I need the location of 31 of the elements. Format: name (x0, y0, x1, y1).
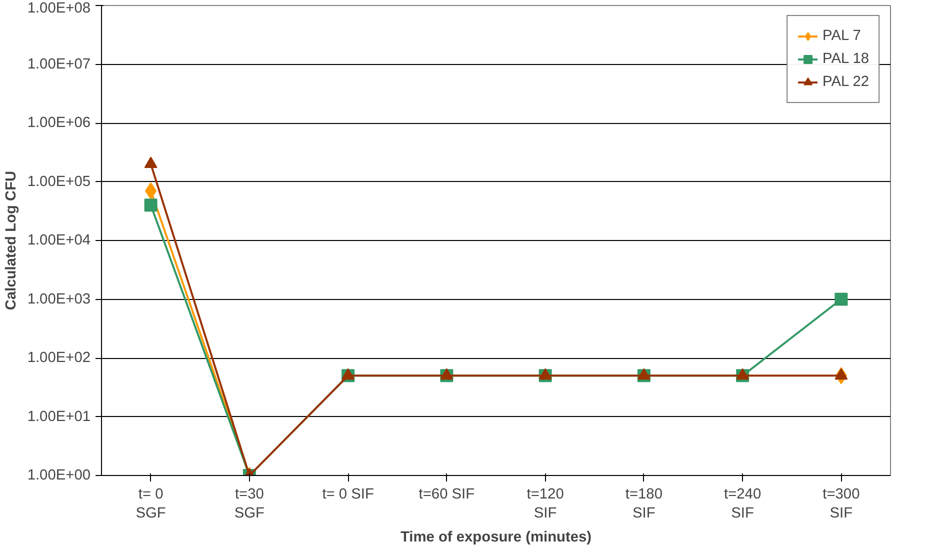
y-tick-label: 1.00E+00 (27, 468, 91, 484)
point (144, 182, 157, 200)
point (834, 368, 848, 380)
y-tick-label: 1.00E+03 (27, 291, 91, 308)
x-tick-label: t=180 SIF (625, 486, 662, 522)
legend-label: PAL 7 (822, 28, 861, 44)
y-tick-label: 1.00E+04 (27, 232, 91, 248)
y-tick-label: 1.00E+02 (27, 350, 91, 366)
y-axis-title: Calculated Log CFU (3, 170, 20, 310)
y-tick-label: 1.00E+06 (27, 115, 91, 131)
point (440, 368, 454, 380)
point (144, 198, 158, 212)
legend-label: PAL 22 (822, 74, 869, 90)
y-tick-label: 1.00E+01 (27, 408, 91, 425)
x-tick-label: t=60 SIF (418, 486, 475, 502)
point (538, 368, 552, 380)
x-tick-label: t= 0 SIF (322, 486, 374, 502)
y-tick-label: 1.00E+05 (27, 174, 91, 190)
point (637, 368, 650, 380)
point (736, 368, 750, 380)
y-tick-label: 1.00E+07 (27, 56, 91, 72)
x-tick-label: t=240 SIF (724, 486, 762, 522)
y-tick-label: 1.00E+08 (27, 0, 91, 16)
x-tick-label: t= 0 SGF (136, 486, 166, 522)
x-tick-label: t=300 SIF (822, 486, 860, 522)
x-tick-label: t=30 SGF (234, 486, 265, 522)
x-tick-label: t=120 SIF (526, 486, 564, 522)
legend-label: PAL 18 (822, 51, 869, 67)
point (342, 368, 355, 380)
x-axis-title: Time of exposure (minutes) (400, 530, 592, 546)
point (834, 292, 848, 306)
